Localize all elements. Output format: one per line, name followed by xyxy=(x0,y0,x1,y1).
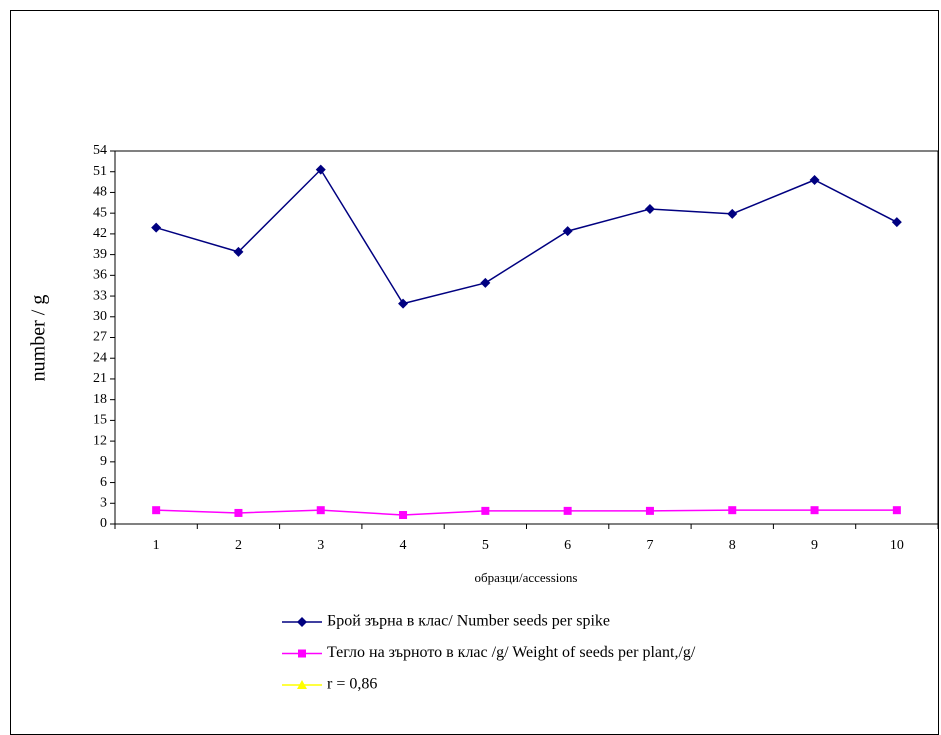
y-tick-label: 0 xyxy=(100,516,107,531)
x-tick-label: 7 xyxy=(646,538,653,553)
y-tick-label: 24 xyxy=(93,350,107,365)
x-tick-label: 1 xyxy=(153,538,160,553)
marker xyxy=(809,175,820,186)
marker xyxy=(315,164,326,175)
y-tick-label: 12 xyxy=(93,433,107,448)
marker xyxy=(727,208,738,219)
x-tick-label: 2 xyxy=(235,538,242,553)
y-tick-label: 51 xyxy=(93,164,107,179)
marker xyxy=(644,204,655,215)
x-tick-label: 4 xyxy=(400,538,407,553)
y-tick-label: 39 xyxy=(93,247,107,262)
legend-label: r = 0,86 xyxy=(327,676,377,693)
y-tick-label: 45 xyxy=(93,205,107,220)
marker xyxy=(562,226,573,237)
y-tick-label: 30 xyxy=(93,309,107,324)
marker xyxy=(810,506,819,515)
marker xyxy=(151,222,162,233)
series-line xyxy=(156,509,897,516)
y-tick-label: 9 xyxy=(100,454,107,469)
series-line xyxy=(155,168,898,305)
marker xyxy=(892,506,901,515)
marker xyxy=(563,506,572,515)
marker xyxy=(399,511,408,520)
x-tick-label: 10 xyxy=(890,538,904,553)
marker xyxy=(480,277,491,288)
marker xyxy=(645,506,654,515)
x-tick-label: 8 xyxy=(729,538,736,553)
marker xyxy=(297,680,307,689)
y-axis-label: number / g xyxy=(28,295,50,382)
y-tick-label: 54 xyxy=(93,143,107,158)
y-tick-label: 3 xyxy=(100,495,107,510)
x-tick-label: 5 xyxy=(482,538,489,553)
y-tick-label: 15 xyxy=(93,413,107,428)
marker xyxy=(316,506,325,515)
y-tick-label: 36 xyxy=(93,268,107,283)
x-tick-label: 9 xyxy=(811,538,818,553)
marker xyxy=(728,506,737,515)
marker xyxy=(234,508,243,517)
x-tick-label: 6 xyxy=(564,538,571,553)
y-tick-label: 6 xyxy=(100,475,107,490)
y-tick-label: 21 xyxy=(93,371,107,386)
y-tick-label: 18 xyxy=(93,392,107,407)
marker xyxy=(233,246,244,257)
marker xyxy=(481,506,490,515)
x-axis-label: образци/accessions xyxy=(475,570,578,585)
marker xyxy=(398,298,409,309)
marker xyxy=(152,506,161,515)
y-tick-label: 42 xyxy=(93,226,107,241)
y-tick-label: 33 xyxy=(93,288,107,303)
legend-label: Брой зърна в клас/ Number seeds per spik… xyxy=(327,613,610,630)
y-tick-label: 48 xyxy=(93,185,107,200)
x-tick-label: 3 xyxy=(317,538,324,553)
legend-label: Тегло на зърното в клас /g/ Weight of se… xyxy=(327,644,696,661)
marker xyxy=(298,649,306,658)
marker xyxy=(891,217,902,228)
marker xyxy=(297,617,307,627)
y-tick-label: 27 xyxy=(93,330,107,345)
